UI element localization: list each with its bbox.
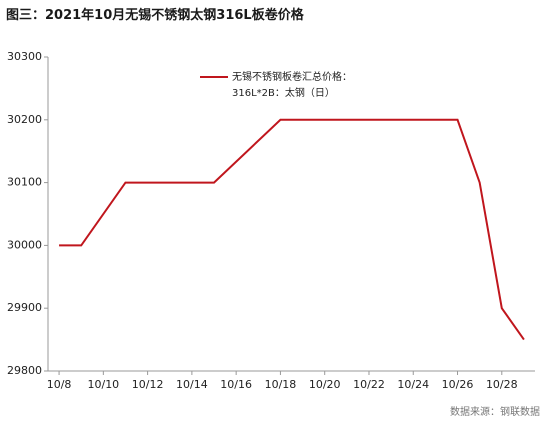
x-tick-label: 10/26: [442, 378, 474, 391]
y-tick-label: 30000: [7, 238, 42, 251]
x-tick-label: 10/10: [87, 378, 119, 391]
x-tick-label: 10/14: [176, 378, 208, 391]
x-tick-label: 10/12: [132, 378, 164, 391]
y-tick-label: 29900: [7, 301, 42, 314]
y-tick-label: 29800: [7, 364, 42, 377]
y-tick-label: 30100: [7, 176, 42, 189]
legend-entry: 无锡不锈钢板卷汇总价格： 316L*2B：太钢（日）: [232, 72, 352, 99]
y-tick-label: 30300: [7, 50, 42, 63]
x-tick-label: 10/8: [47, 378, 72, 391]
y-tick-label: 30200: [7, 113, 42, 126]
x-tick-label: 10/18: [265, 378, 297, 391]
chart-title: 图三：2021年10月无锡不锈钢太钢316L板卷价格: [6, 8, 304, 23]
x-tick-label: 10/20: [309, 378, 341, 391]
x-tick-label: 10/16: [220, 378, 252, 391]
x-tick-label: 10/22: [353, 378, 385, 391]
series-line: [59, 118, 525, 341]
x-tick-label: 10/24: [397, 378, 429, 391]
x-tick-label: 10/28: [486, 378, 518, 391]
source-note: 数据来源：钢联数据: [450, 407, 540, 418]
